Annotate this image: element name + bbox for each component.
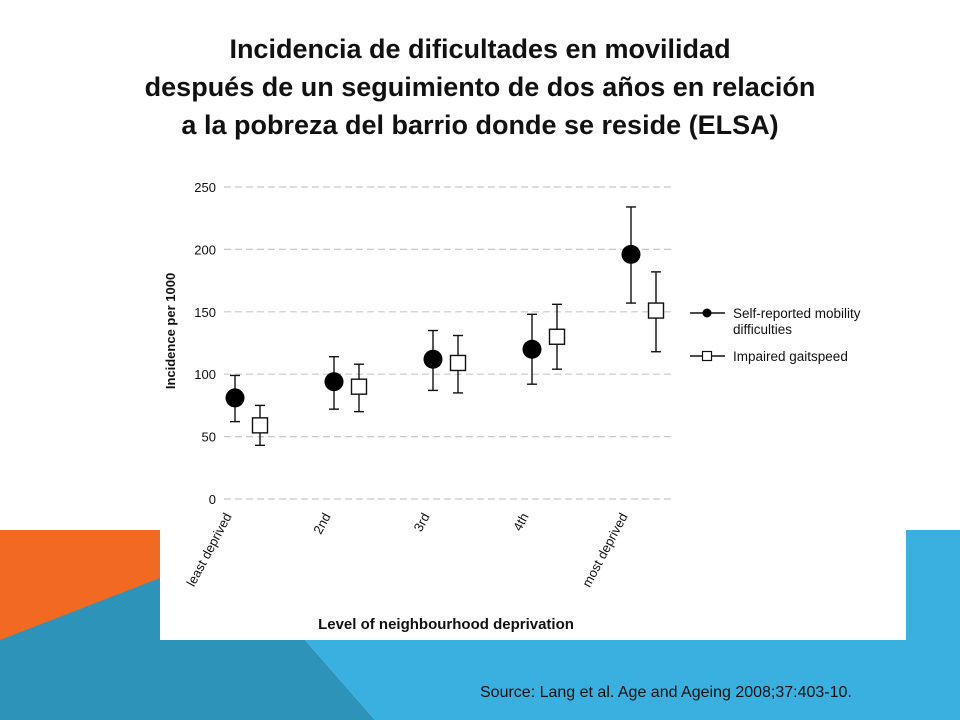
data-point bbox=[225, 388, 245, 408]
legend-label-line-1: Self-reported mobility bbox=[733, 306, 861, 321]
title-line-3: a la pobreza del barrio donde se reside … bbox=[181, 110, 779, 140]
y-tick-label: 200 bbox=[194, 242, 216, 257]
x-tick-labels: least deprived 2nd 3rd 4th most deprived bbox=[183, 510, 630, 589]
data-point bbox=[449, 354, 467, 372]
x-tick-label: 4th bbox=[510, 510, 532, 533]
y-tick-label: 250 bbox=[194, 180, 216, 195]
y-tick-labels: 0 50 100 150 200 250 bbox=[194, 180, 216, 507]
x-tick-label: 3rd bbox=[411, 510, 433, 534]
x-tick-label: most deprived bbox=[579, 510, 631, 589]
y-tick-label: 0 bbox=[209, 492, 216, 507]
y-axis-label: Incidence per 1000 bbox=[163, 273, 178, 389]
y-tick-label: 50 bbox=[202, 430, 216, 445]
series-0 bbox=[225, 206, 641, 423]
series-1 bbox=[251, 271, 665, 447]
x-axis-label: Level of neighbourhood deprivation bbox=[318, 616, 574, 633]
incidence-chart: 0 50 100 150 200 250 least deprived 2nd 3rd 4th m… bbox=[163, 180, 861, 633]
legend-label-self-reported: Self-reported mobility difficulties bbox=[733, 306, 861, 337]
legend: Self-reported mobility difficulties Impair… bbox=[690, 306, 861, 364]
source-citation: Source: Lang et al. Age and Ageing 2008;… bbox=[480, 684, 852, 701]
legend-label-gaitspeed: Impaired gaitspeed bbox=[733, 349, 848, 364]
slide-title: Incidencia de dificultades en movilidad … bbox=[0, 30, 960, 144]
series bbox=[225, 206, 665, 447]
legend-marker-square bbox=[701, 350, 713, 362]
blue-band bbox=[305, 530, 960, 720]
x-tick-label: least deprived bbox=[183, 510, 234, 589]
data-point bbox=[548, 328, 566, 345]
y-tick-label: 100 bbox=[194, 367, 216, 382]
teal-band bbox=[0, 578, 375, 720]
chart-panel: 0 50 100 150 200 250 least deprived 2nd 3rd 4th m… bbox=[160, 160, 906, 638]
x-tick-label: 2nd bbox=[310, 510, 333, 536]
legend-label-line-2: difficulties bbox=[733, 322, 792, 337]
data-point bbox=[647, 302, 665, 319]
y-tick-label: 150 bbox=[194, 305, 216, 320]
title-line-1: Incidencia de dificultades en movilidad bbox=[229, 34, 731, 64]
legend-marker-circle bbox=[702, 308, 712, 318]
data-point bbox=[350, 378, 368, 395]
data-point bbox=[621, 244, 641, 264]
title-line-2: después de un seguimiento de dos años en… bbox=[144, 72, 816, 102]
data-point bbox=[522, 339, 542, 359]
grid bbox=[224, 186, 672, 500]
data-point bbox=[251, 417, 269, 434]
data-point bbox=[423, 349, 443, 369]
data-point bbox=[324, 372, 344, 392]
